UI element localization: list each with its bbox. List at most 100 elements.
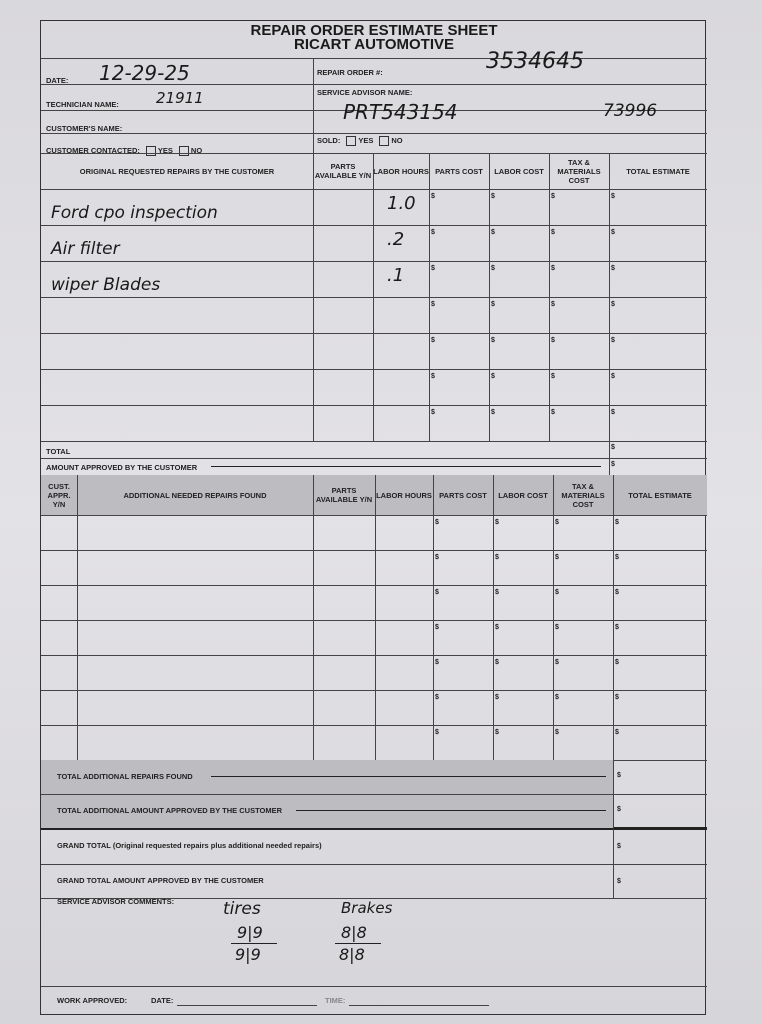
header2-labor-cost: LABOR COST bbox=[498, 490, 548, 500]
table-row-labor-cost-field[interactable]: $ bbox=[491, 301, 495, 308]
table-row-parts-cost-field[interactable]: $ bbox=[431, 337, 435, 344]
table2-row-tax-materials-field[interactable]: $ bbox=[555, 694, 559, 701]
table-row-total-estimate-field[interactable]: $ bbox=[611, 373, 615, 380]
table2-row-total-estimate-field[interactable]: $ bbox=[615, 694, 619, 701]
table-row-labor-hours[interactable]: .1 bbox=[387, 265, 405, 286]
table-row-description[interactable]: Air filter bbox=[51, 239, 120, 259]
table-row-parts-cost-field[interactable]: $ bbox=[431, 193, 435, 200]
table2-row-labor-cost-field[interactable]: $ bbox=[495, 589, 499, 596]
comments-label: SERVICE ADVISOR COMMENTS: bbox=[57, 897, 175, 906]
table-row-labor-hours[interactable]: 1.0 bbox=[387, 193, 416, 214]
table2-row-labor-cost-field[interactable]: $ bbox=[495, 694, 499, 701]
table2-row-parts-cost-field[interactable]: $ bbox=[435, 519, 439, 526]
total-additional-field[interactable]: $ bbox=[617, 772, 621, 779]
header2-total-estimate: TOTAL ESTIMATE bbox=[628, 490, 692, 500]
table-row-labor-hours[interactable]: .2 bbox=[387, 229, 405, 250]
header2-additional-repair: ADDITIONAL NEEDED REPAIRS FOUND bbox=[123, 490, 267, 500]
table-row-total-estimate-field[interactable]: $ bbox=[611, 301, 615, 308]
table-row-total-estimate-field[interactable]: $ bbox=[611, 409, 615, 416]
table-row-description[interactable]: wiper Blades bbox=[51, 275, 161, 295]
table2-row-total-estimate-field[interactable]: $ bbox=[615, 519, 619, 526]
arrow-line bbox=[296, 810, 606, 811]
amount-approved-field[interactable]: $ bbox=[611, 461, 615, 468]
comment-brakes: Brakes bbox=[341, 899, 393, 917]
row-divider bbox=[41, 225, 707, 226]
row-divider bbox=[41, 655, 707, 656]
table2-row-labor-cost-field[interactable]: $ bbox=[495, 729, 499, 736]
table-row-parts-cost-field[interactable]: $ bbox=[431, 229, 435, 236]
table2-row-tax-materials-field[interactable]: $ bbox=[555, 554, 559, 561]
table2-row-parts-cost-field[interactable]: $ bbox=[435, 659, 439, 666]
header2-parts-cost: PARTS COST bbox=[439, 490, 487, 500]
table-row-labor-cost-field[interactable]: $ bbox=[491, 337, 495, 344]
date-field[interactable]: 12-29-25 bbox=[99, 61, 190, 85]
table-row-description[interactable]: Ford cpo inspection bbox=[51, 203, 218, 223]
table2-row-total-estimate-field[interactable]: $ bbox=[615, 729, 619, 736]
table-row-tax-materials-field[interactable]: $ bbox=[551, 337, 555, 344]
table2-row-parts-cost-field[interactable]: $ bbox=[435, 694, 439, 701]
arrow-line bbox=[211, 466, 601, 467]
table-row-tax-materials-field[interactable]: $ bbox=[551, 265, 555, 272]
table2-row-labor-cost-field[interactable]: $ bbox=[495, 554, 499, 561]
table-row-parts-cost-field[interactable]: $ bbox=[431, 301, 435, 308]
table2-row-labor-cost-field[interactable]: $ bbox=[495, 659, 499, 666]
comment-tires-top: 9|9 bbox=[237, 923, 263, 942]
total-additional-approved-field[interactable]: $ bbox=[617, 806, 621, 813]
table-row-total-estimate-field[interactable]: $ bbox=[611, 337, 615, 344]
divider bbox=[41, 794, 707, 795]
row-divider bbox=[41, 725, 707, 726]
table2-row-labor-cost-field[interactable]: $ bbox=[495, 624, 499, 631]
table-row-tax-materials-field[interactable]: $ bbox=[551, 373, 555, 380]
company-name: RICART AUTOMOTIVE bbox=[294, 36, 454, 53]
service-advisor-field[interactable]: PRT543154 bbox=[343, 100, 458, 124]
table2-row-total-estimate-field[interactable]: $ bbox=[615, 624, 619, 631]
sold-no-checkbox[interactable] bbox=[379, 136, 390, 147]
repair-order-field[interactable]: 3534645 bbox=[486, 49, 584, 74]
table2-row-tax-materials-field[interactable]: $ bbox=[555, 589, 559, 596]
table2-row-tax-materials-field[interactable]: $ bbox=[555, 624, 559, 631]
contacted-yes-checkbox[interactable] bbox=[145, 146, 156, 157]
table2-row-parts-cost-field[interactable]: $ bbox=[435, 554, 439, 561]
table2-row-parts-cost-field[interactable]: $ bbox=[435, 624, 439, 631]
header2-tax-materials: TAX & MATERIALS COST bbox=[561, 481, 605, 509]
grand-approved-field[interactable]: $ bbox=[617, 878, 621, 885]
table-row-total-estimate-field[interactable]: $ bbox=[611, 265, 615, 272]
table2-row-total-estimate-field[interactable]: $ bbox=[615, 554, 619, 561]
table-row-total-estimate-field[interactable]: $ bbox=[611, 229, 615, 236]
column-divider bbox=[375, 475, 376, 760]
table2-row-tax-materials-field[interactable]: $ bbox=[555, 729, 559, 736]
sold-yes-checkbox[interactable] bbox=[346, 136, 357, 147]
table2-row-tax-materials-field[interactable]: $ bbox=[555, 659, 559, 666]
table2-row-labor-cost-field[interactable]: $ bbox=[495, 519, 499, 526]
table-row-tax-materials-field[interactable]: $ bbox=[551, 301, 555, 308]
contacted-no-checkbox[interactable] bbox=[178, 146, 189, 157]
table2-row-parts-cost-field[interactable]: $ bbox=[435, 729, 439, 736]
table-row-labor-cost-field[interactable]: $ bbox=[491, 193, 495, 200]
divider bbox=[41, 153, 707, 154]
divider bbox=[41, 441, 707, 442]
header-tax-materials: TAX & MATERIALS COST bbox=[557, 157, 601, 185]
row-divider bbox=[41, 550, 707, 551]
table2-row-tax-materials-field[interactable]: $ bbox=[555, 519, 559, 526]
technician-field[interactable]: 21911 bbox=[156, 89, 204, 107]
table-row-parts-cost-field[interactable]: $ bbox=[431, 265, 435, 272]
table-row-labor-cost-field[interactable]: $ bbox=[491, 229, 495, 236]
table-row-total-estimate-field[interactable]: $ bbox=[611, 193, 615, 200]
table-row-labor-cost-field[interactable]: $ bbox=[491, 265, 495, 272]
table-row-parts-cost-field[interactable]: $ bbox=[431, 409, 435, 416]
table-row-tax-materials-field[interactable]: $ bbox=[551, 229, 555, 236]
table-row-parts-cost-field[interactable]: $ bbox=[431, 373, 435, 380]
table2-row-total-estimate-field[interactable]: $ bbox=[615, 659, 619, 666]
table2-row-parts-cost-field[interactable]: $ bbox=[435, 589, 439, 596]
table-row-tax-materials-field[interactable]: $ bbox=[551, 409, 555, 416]
table-row-labor-cost-field[interactable]: $ bbox=[491, 409, 495, 416]
table-row-tax-materials-field[interactable]: $ bbox=[551, 193, 555, 200]
grand-total-field[interactable]: $ bbox=[617, 843, 621, 850]
service-advisor-number: 73996 bbox=[603, 101, 658, 121]
date-label: DATE: bbox=[46, 76, 69, 85]
row-divider bbox=[41, 297, 707, 298]
table-row-labor-cost-field[interactable]: $ bbox=[491, 373, 495, 380]
table2-row-total-estimate-field[interactable]: $ bbox=[615, 589, 619, 596]
total-field[interactable]: $ bbox=[611, 444, 615, 451]
